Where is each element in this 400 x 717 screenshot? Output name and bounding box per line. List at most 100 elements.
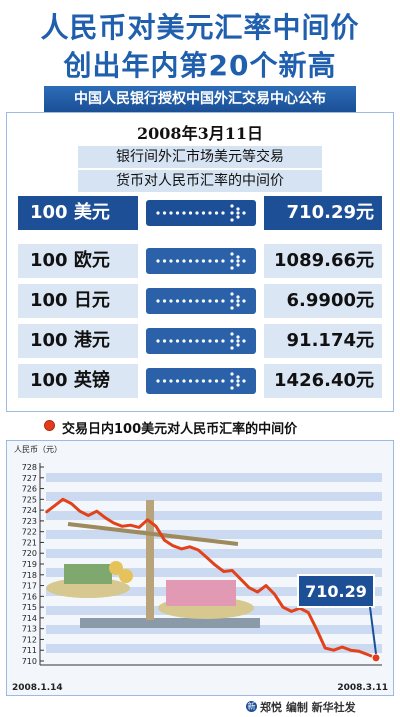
arrow-dot [230, 332, 234, 336]
arrow-dot [214, 211, 219, 215]
rate-value: 1089.66元 [264, 244, 382, 278]
background-stripe [46, 511, 382, 520]
arrow-dot [182, 379, 186, 383]
y-tick-label: 719 [22, 560, 37, 569]
data-point [45, 511, 47, 514]
arrow-dot [208, 211, 212, 215]
arrow-dot [162, 379, 167, 383]
data-point [180, 548, 183, 550]
y-tick-label: 727 [22, 474, 37, 483]
rate-label: 100 欧元 [18, 244, 138, 278]
data-point [315, 628, 318, 631]
arrow-dot [162, 299, 167, 303]
arrow-dot [242, 299, 246, 303]
xinhua-mark-icon: 新 [246, 701, 257, 712]
arrow-dot [195, 339, 199, 343]
y-tick-label: 723 [22, 517, 37, 526]
rate-row-jpy: 100 日元 6.9900元 [18, 284, 382, 318]
rate-label: 100 美元 [18, 196, 138, 230]
arrow-dot [230, 204, 234, 208]
dotted-arrow-graphic [156, 252, 246, 270]
y-tick-label: 711 [22, 646, 37, 655]
arrow-dot [236, 383, 240, 387]
arrow-dot [242, 259, 246, 263]
data-point [197, 549, 200, 551]
data-point [349, 649, 352, 652]
arrow-dot [188, 211, 193, 215]
rate-value: 1426.40元 [264, 364, 382, 398]
data-point [155, 525, 157, 528]
background-stripe [46, 644, 382, 653]
data-point [290, 610, 293, 613]
arrow-dot [188, 379, 193, 383]
arrow-dot [169, 259, 173, 263]
rate-label: 100 英镑 [18, 364, 138, 398]
callout-label: 710.29 [305, 582, 367, 601]
data-point [214, 564, 217, 566]
data-point [112, 522, 115, 524]
arrow-dot [208, 339, 212, 343]
background-stripe [46, 568, 382, 577]
data-point [53, 505, 56, 507]
background-stripe [46, 549, 382, 558]
rate-value: 6.9900元 [264, 284, 382, 318]
data-point [282, 606, 284, 608]
rates-subtitle-line1: 银行间外汇市场美元等交易 [78, 146, 322, 168]
arrow-dot [195, 379, 199, 383]
data-point [70, 502, 73, 505]
y-tick-label: 722 [22, 528, 37, 537]
arrow-dot [201, 259, 206, 263]
arrow-dot [169, 339, 173, 343]
rate-line-chart: 7107117127137147157167177187197207217227… [12, 445, 388, 693]
rate-row-hkd: 100 港元 91.174元 [18, 324, 382, 358]
background-stripe [46, 492, 382, 501]
arrow-dot [169, 211, 173, 215]
data-point [307, 611, 310, 614]
y-tick-label: 712 [22, 635, 37, 644]
rate-value: 710.29元 [264, 196, 382, 230]
data-point [129, 524, 132, 526]
endpoint-marker [371, 653, 381, 663]
value-callout: 710.29 [297, 574, 377, 655]
arrow-dot [230, 372, 234, 376]
data-point [104, 516, 107, 519]
arrow-dot [230, 306, 234, 310]
balance-scale-icon [46, 500, 260, 628]
arrow-dot [242, 211, 246, 215]
arrow-dot [230, 211, 234, 215]
arrow-dot [230, 252, 234, 256]
y-tick-label: 720 [22, 549, 37, 558]
arrow-dot [156, 339, 160, 343]
rate-label: 100 日元 [18, 284, 138, 318]
arrow-dot [182, 339, 186, 343]
y-tick-label: 728 [22, 463, 37, 472]
data-point [358, 650, 360, 653]
dotted-arrow-graphic [156, 372, 246, 390]
y-tick-label: 717 [22, 582, 37, 591]
y-axis-label: 人民币（元） [14, 445, 62, 454]
arrow-dot [201, 339, 206, 343]
arrow-dot [201, 211, 206, 215]
arrow-dot [208, 259, 212, 263]
series-line [45, 497, 377, 660]
arrow-dot [188, 299, 193, 303]
arrow-dot [236, 339, 240, 343]
credit: 郑悦 编制 新华社发 [260, 701, 356, 714]
headline-line1: 人民币对美元汇率中间价 [40, 11, 360, 44]
arrow-dot [242, 339, 246, 343]
y-tick-label: 726 [22, 485, 37, 494]
y-tick-label: 716 [22, 592, 37, 601]
arrow-dot [208, 299, 212, 303]
background-stripe [46, 530, 382, 539]
data-point [172, 544, 174, 547]
arrow-dot [162, 259, 167, 263]
arrow-dot [156, 211, 160, 215]
chart-title: 交易日内100美元对人民币汇率的中间价 [62, 422, 298, 437]
legend-marker-icon [44, 420, 55, 431]
rate-row-eur: 100 欧元 1089.66元 [18, 244, 382, 278]
arrow-dot [236, 379, 240, 383]
arrow-dot [221, 339, 225, 343]
dotted-arrow-graphic [156, 332, 246, 350]
arrow-dot [236, 335, 240, 339]
